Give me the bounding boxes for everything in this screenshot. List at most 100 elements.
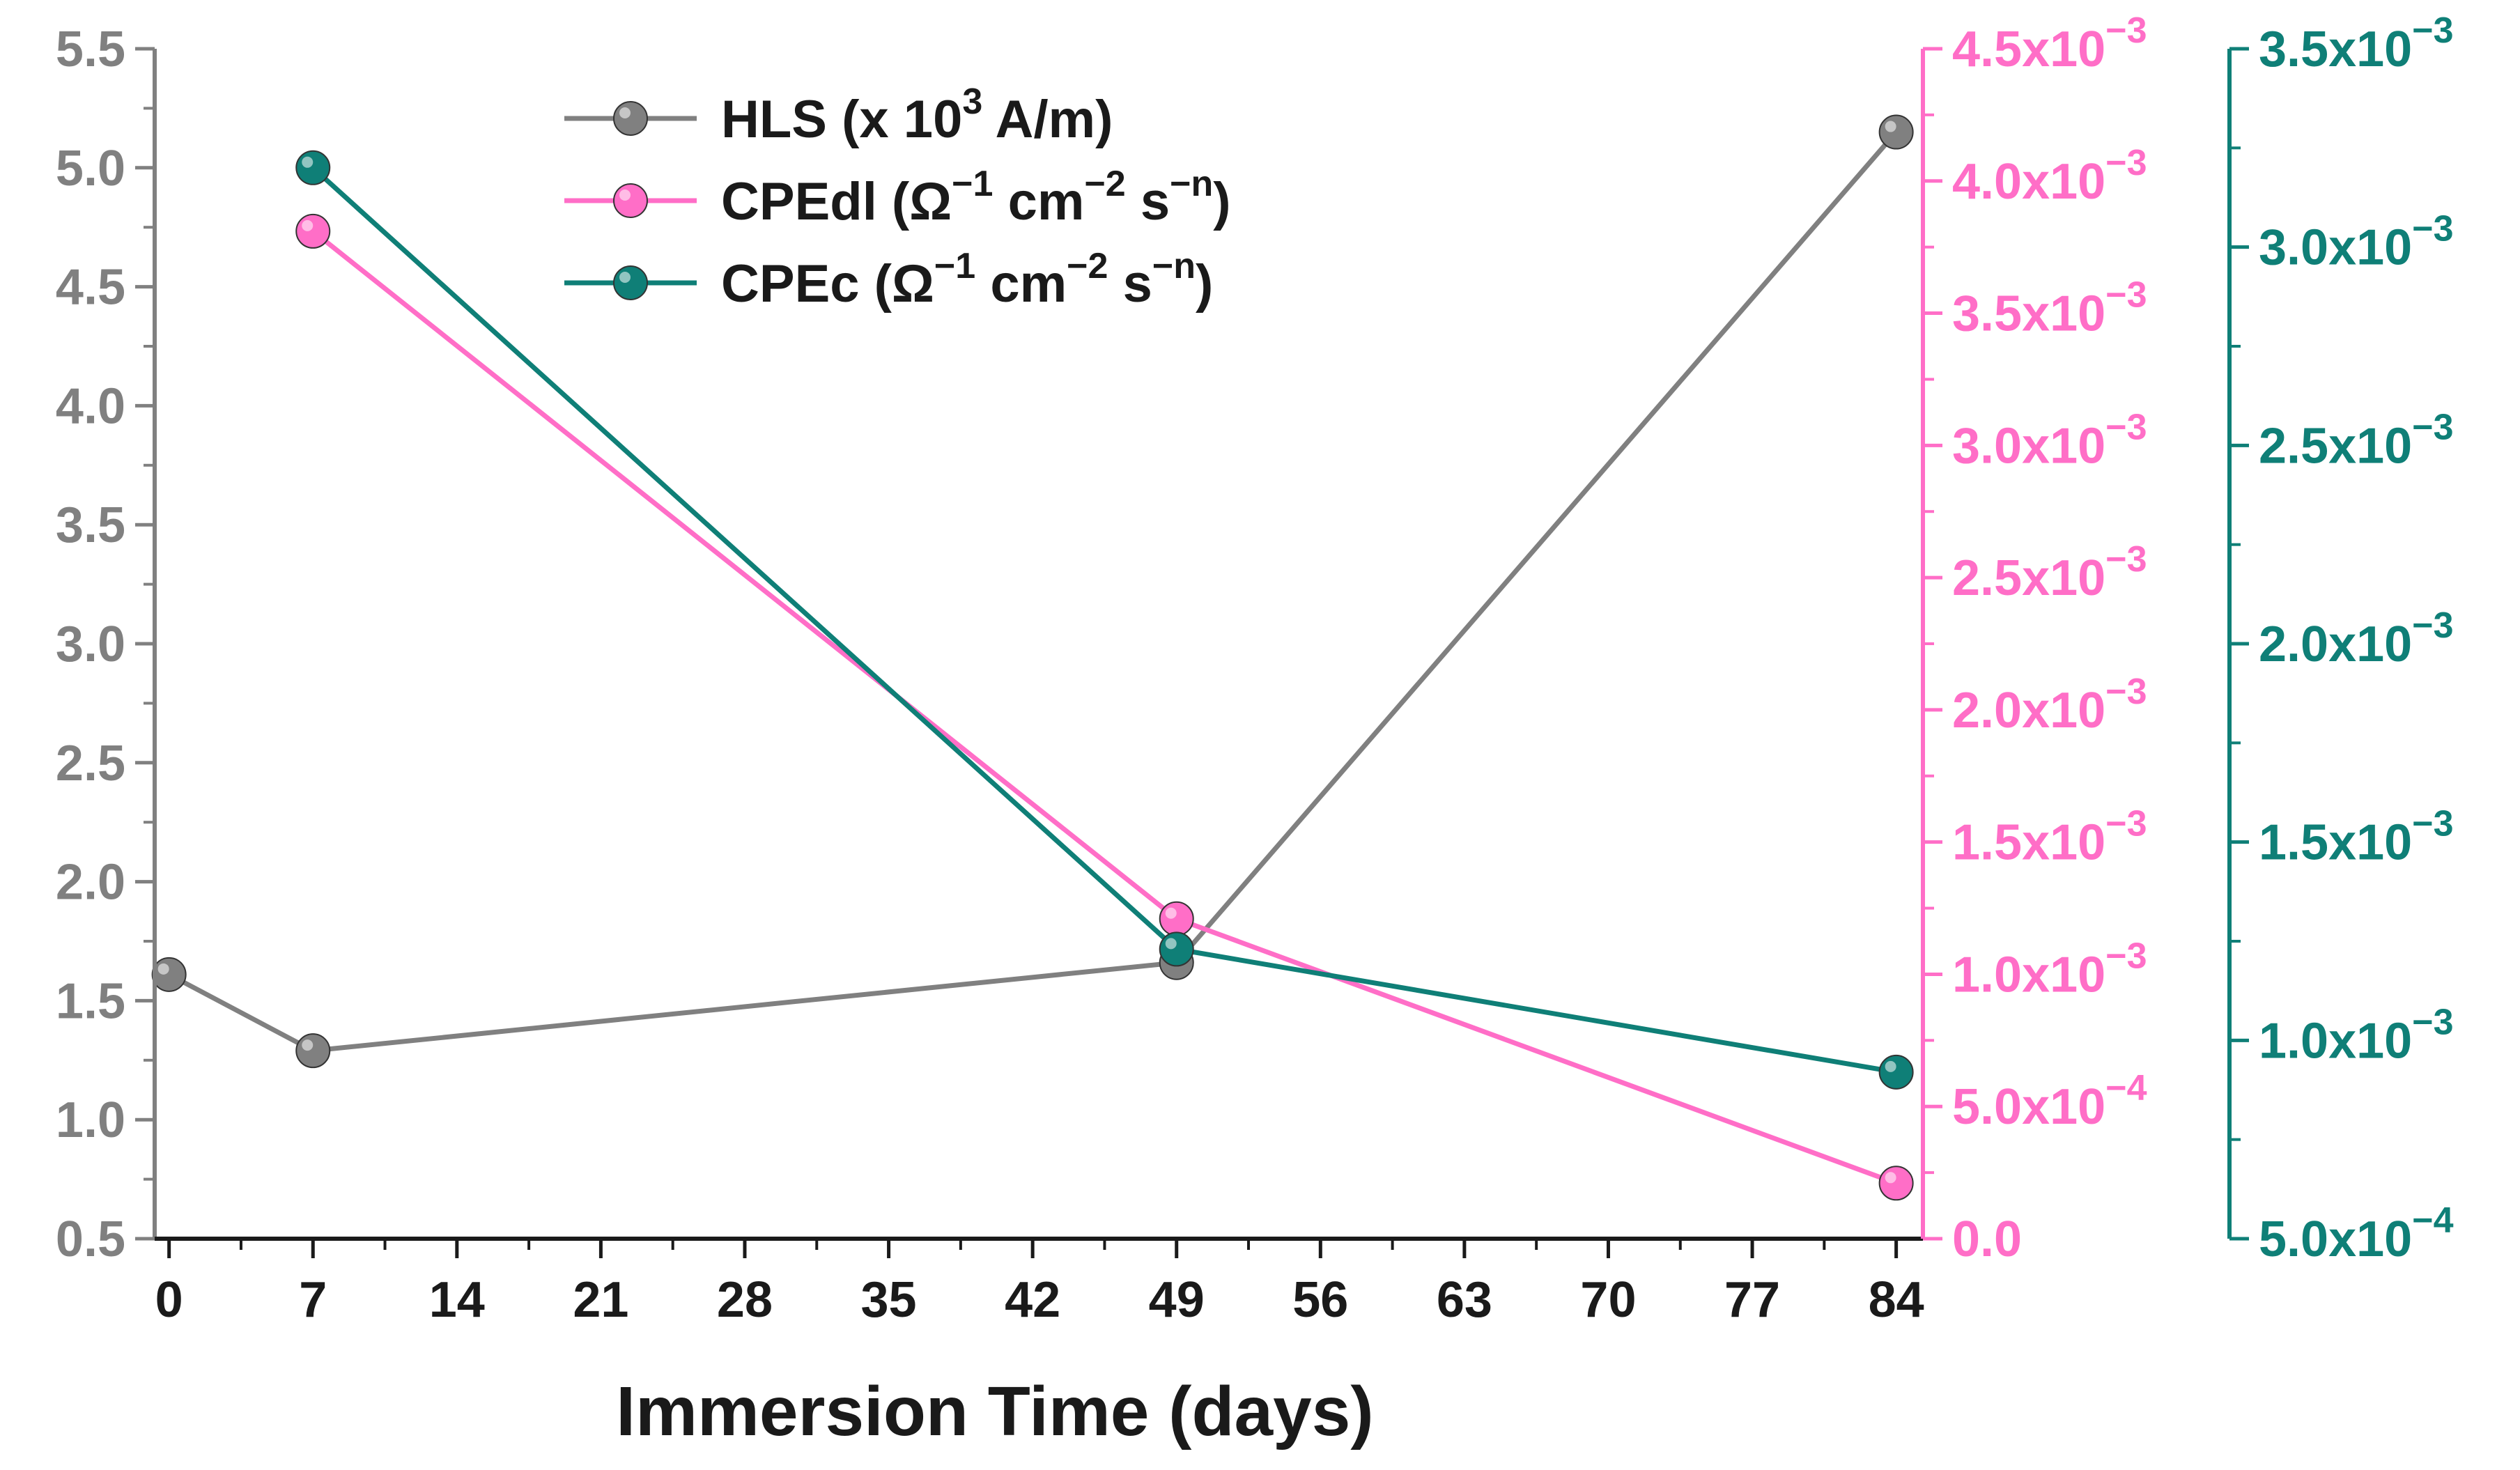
series-line-2 <box>311 166 1897 1075</box>
left-axis-tick-label: 5.0 <box>56 141 125 196</box>
left-axis-tick-label: 1.0 <box>56 1092 125 1148</box>
data-point-series-2 <box>1159 931 1194 967</box>
teal-axis-tick-label: 3.5x10−3 <box>2259 10 2454 77</box>
data-point-highlight <box>1165 907 1177 919</box>
pink-axis-tick-label: 1.0x10−3 <box>1952 936 2147 1003</box>
data-point-series-1 <box>295 213 331 249</box>
pink-axis-tick-mantissa: 1.5x10 <box>1952 815 2105 871</box>
left-axis-tick-label: 4.0 <box>56 378 125 434</box>
pink-axis-tick-exponent: −3 <box>2105 275 2147 316</box>
legend-superscript: −2 <box>1067 246 1108 286</box>
pink-axis-tick-exponent: −3 <box>2105 143 2147 183</box>
legend-marker-2 <box>613 265 648 300</box>
teal-axis-tick-mantissa: 2.5x10 <box>2259 418 2412 474</box>
legend-marker-1 <box>613 183 648 218</box>
pink-axis-tick-mantissa: 2.5x10 <box>1952 550 2105 606</box>
pink-axis-tick-exponent: −3 <box>2105 10 2147 51</box>
legend-marker-highlight <box>619 272 631 283</box>
legend-superscript: −1 <box>934 246 975 286</box>
series-line-1 <box>311 229 1897 1186</box>
legend-marker-highlight <box>619 189 631 201</box>
data-point-series-1 <box>1159 901 1194 936</box>
teal-axis-tick-exponent: −3 <box>2412 209 2453 249</box>
pink-axis-tick-mantissa: 5.0x10 <box>1952 1079 2105 1135</box>
data-point-series-1 <box>1878 1166 1914 1201</box>
left-axis-tick-label: 2.0 <box>56 855 125 911</box>
data-point-series-2 <box>295 150 331 185</box>
teal-axis-tick-mantissa: 3.0x10 <box>2259 220 2412 276</box>
pink-axis-tick-label: 4.5x10−3 <box>1952 10 2147 77</box>
teal-axis-tick-mantissa: 1.5x10 <box>2259 815 2412 871</box>
left-axis-tick-label: 2.5 <box>56 736 125 791</box>
axes <box>153 49 2232 1241</box>
teal-axis-tick-exponent: −3 <box>2412 1002 2453 1042</box>
teal-axis-tick-exponent: −3 <box>2412 605 2453 646</box>
data-point-series-0 <box>151 957 187 992</box>
left-axis-tick-label: 0.5 <box>56 1212 125 1267</box>
teal-axis-tick-mantissa: 2.0x10 <box>2259 617 2412 672</box>
legend-text-part: CPEc (Ω <box>721 254 934 314</box>
legend-marker-highlight <box>619 107 631 118</box>
pink-axis-tick-exponent: −3 <box>2105 936 2147 976</box>
x-axis-tick-label: 42 <box>1005 1272 1060 1328</box>
teal-axis-tick-label: 1.5x10−3 <box>2259 804 2454 871</box>
series-layer <box>151 114 1914 1201</box>
pink-axis-tick-mantissa: 3.0x10 <box>1952 418 2105 474</box>
teal-axis-tick-label: 5.0x10−4 <box>2259 1200 2454 1267</box>
legend-text-part: s <box>1126 172 1170 231</box>
x-axis-tick-label: 49 <box>1149 1272 1205 1328</box>
legend-superscript: −n <box>1152 246 1196 286</box>
data-point-highlight <box>302 219 314 231</box>
legend-text-part: ) <box>1196 254 1213 314</box>
pink-axis-tick-label: 4.0x10−3 <box>1952 143 2147 210</box>
teal-axis-tick-mantissa: 3.5x10 <box>2259 22 2412 77</box>
legend-text-part: CPEdl (Ω <box>721 172 952 231</box>
data-point-series-0 <box>1878 114 1914 150</box>
teal-axis-tick-exponent: −4 <box>2412 1200 2453 1241</box>
pink-axis-tick-mantissa: 1.0x10 <box>1952 947 2105 1003</box>
data-point-highlight <box>1885 1060 1896 1072</box>
pink-axis-tick-exponent: −3 <box>2105 672 2147 712</box>
teal-axis-tick-exponent: −3 <box>2412 407 2453 447</box>
x-axis-tick-label: 28 <box>717 1272 773 1328</box>
pink-axis-tick-label: 2.0x10−3 <box>1952 672 2147 738</box>
pink-axis-tick-exponent: −3 <box>2105 804 2147 844</box>
data-point-series-0 <box>295 1033 331 1069</box>
legend-text-part: cm <box>993 172 1084 231</box>
teal-axis-tick-exponent: −3 <box>2412 10 2453 51</box>
x-axis-tick-label: 56 <box>1292 1272 1348 1328</box>
left-axis-tick-label: 3.0 <box>56 617 125 672</box>
series-line-0 <box>168 130 1899 1053</box>
x-axis-tick-label: 63 <box>1437 1272 1492 1328</box>
data-point-highlight <box>302 1039 314 1051</box>
axis-ticks: 0.5 1.0 1.5 2.0 2.5 3.0 3.5 4.0 4.5 5.0 5.5 0 7 14 21 2… <box>56 10 2454 1328</box>
pink-axis-tick-label: 3.0x10−3 <box>1952 407 2147 474</box>
x-axis-tick-label: 0 <box>155 1272 183 1328</box>
left-axis-tick-label: 4.5 <box>56 260 125 316</box>
pink-axis-tick-mantissa: 0.0 <box>1952 1212 2022 1267</box>
pink-axis-tick-label: 5.0x10−4 <box>1952 1068 2147 1135</box>
teal-axis-tick-exponent: −3 <box>2412 804 2453 844</box>
pink-axis-tick-mantissa: 4.5x10 <box>1952 22 2105 77</box>
x-axis-tick-label: 7 <box>299 1272 327 1328</box>
x-axis-tick-label: 21 <box>573 1272 628 1328</box>
legend-text-part: cm <box>975 254 1067 314</box>
legend-superscript: −n <box>1170 164 1213 204</box>
teal-axis-tick-mantissa: 1.0x10 <box>2259 1013 2412 1069</box>
legend: HLS (x 103 A/m)CPEdl (Ω−1 cm−2 s−n)CPEc … <box>564 82 1231 314</box>
data-point-highlight <box>157 963 169 975</box>
x-axis-tick-label: 35 <box>861 1272 917 1328</box>
legend-label-1: CPEdl (Ω−1 cm−2 s−n) <box>721 164 1231 231</box>
pink-axis-tick-mantissa: 4.0x10 <box>1952 154 2105 210</box>
x-axis-tick-label: 77 <box>1724 1272 1780 1328</box>
pink-axis-tick-exponent: −4 <box>2105 1068 2147 1108</box>
legend-text-part: A/m) <box>982 90 1113 149</box>
x-axis-tick-label: 70 <box>1580 1272 1636 1328</box>
pink-axis-tick-mantissa: 3.5x10 <box>1952 286 2105 342</box>
legend-marker-0 <box>613 101 648 136</box>
left-axis-tick-label: 1.5 <box>56 973 125 1029</box>
pink-axis-tick-label: 2.5x10−3 <box>1952 539 2147 606</box>
data-point-highlight <box>302 156 314 168</box>
x-axis-title: Immersion Time (days) <box>616 1372 1373 1450</box>
